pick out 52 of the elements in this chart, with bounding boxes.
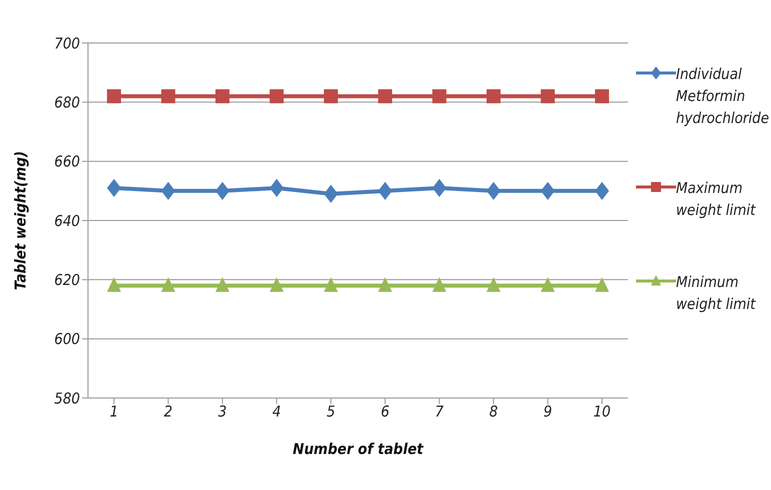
point	[270, 277, 284, 292]
point	[161, 182, 176, 200]
point	[215, 277, 230, 292]
point	[378, 277, 392, 292]
point	[215, 182, 230, 200]
point	[432, 277, 446, 292]
point	[324, 89, 338, 104]
x-tick-label: 1	[110, 402, 118, 421]
point	[432, 89, 446, 104]
point	[378, 182, 392, 200]
point	[107, 277, 121, 292]
x-tick-label: 6	[380, 402, 390, 421]
point	[432, 178, 446, 198]
x-tick-label: 2	[164, 402, 173, 421]
x-tick-label: 5	[326, 402, 336, 421]
point	[378, 89, 392, 104]
point	[595, 182, 609, 200]
point	[324, 277, 338, 292]
point	[107, 89, 121, 104]
y-tick-label: 640	[54, 212, 80, 230]
y-tick-label: 660	[54, 152, 80, 171]
point	[486, 89, 501, 104]
point	[161, 89, 176, 104]
point	[595, 277, 609, 292]
legend-label: Minimum weight limit	[676, 272, 757, 315]
point	[270, 89, 284, 104]
legend-label: Individual Metformin hydrochloride	[676, 64, 770, 129]
legend-label: Maximum weight limit	[676, 178, 757, 221]
point	[215, 89, 230, 104]
y-tick-label: 620	[54, 270, 80, 289]
y-tick-label: 680	[54, 93, 80, 112]
y-axis-title: Tablet weight(mg)	[11, 150, 30, 290]
x-tick-label: 3	[218, 402, 227, 421]
point	[540, 277, 555, 292]
point	[270, 178, 284, 198]
point	[595, 89, 609, 104]
y-tick-label: 580	[54, 389, 80, 408]
y-tick-label: 700	[54, 34, 80, 52]
x-tick-label: 10	[593, 402, 611, 421]
point	[540, 89, 555, 104]
point	[161, 277, 176, 292]
x-tick-label: 9	[543, 402, 552, 421]
y-tick-label: 600	[54, 330, 80, 348]
x-tick-label: 7	[435, 402, 444, 421]
point	[107, 178, 121, 198]
x-tick-label: 8	[489, 402, 498, 421]
x-tick-label: 4	[272, 402, 281, 421]
point	[486, 277, 501, 292]
point	[324, 184, 338, 203]
point	[486, 182, 501, 200]
point	[540, 182, 555, 200]
x-axis-title: Number of tablet	[292, 440, 424, 458]
